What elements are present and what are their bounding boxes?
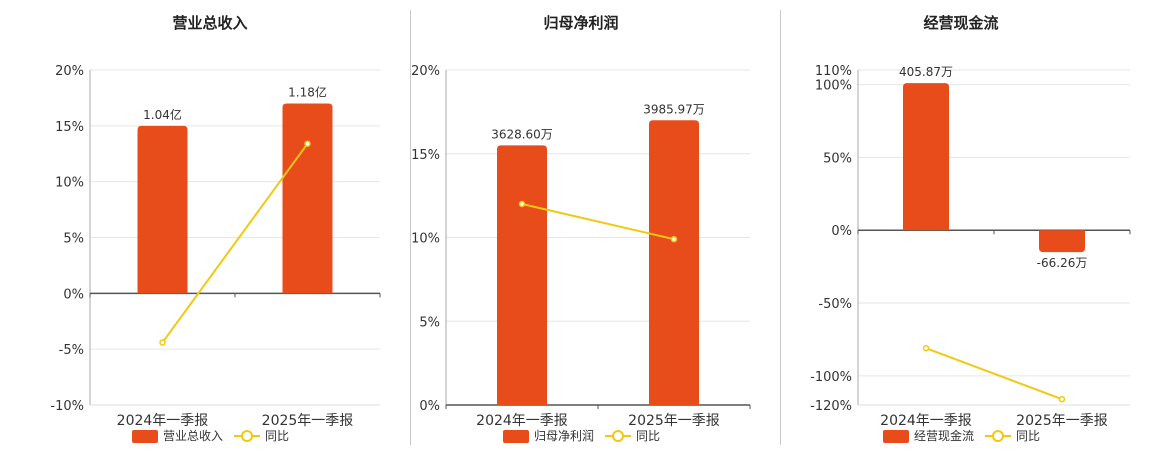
y-tick-label: 20% <box>55 64 84 79</box>
bar <box>137 125 188 294</box>
bar <box>1039 230 1085 253</box>
y-tick-label: 5% <box>63 232 84 247</box>
legend-line-label: 同比 <box>265 429 289 443</box>
chart-svg-revenue: 营业总收入 -10% -5% 0% 5% 10% 15% 20% 2024年一季报 2025年一季… <box>50 14 381 443</box>
legend-line-marker <box>992 430 1004 442</box>
panel-divider-2 <box>780 10 781 445</box>
chart-panel-net-profit: 归母净利润 0% 5% 10% 15% 20% 2024年一季报 2025年一季报 3628.6… <box>411 0 780 450</box>
y-tick-label: 0% <box>419 399 440 414</box>
y-tick-label: 15% <box>411 148 440 163</box>
x-tick-label: 2024年一季报 <box>117 413 209 429</box>
yoy-line <box>925 347 1063 401</box>
y-tick-label: 10% <box>411 232 440 247</box>
chart-svg-cash-flow: 经营现金流 -120% -100% -50% 0% 50% 100%110% 2024年一季报… <box>810 14 1131 443</box>
chart-panel-cash-flow: 经营现金流 -120% -100% -50% 0% 50% 100% 110% 2024年一季报… <box>781 0 1160 450</box>
chart-svg-net-profit: 归母净利润 0% 5% 10% 15% 20% 2024年一季报 2025年一季报 3628.6… <box>411 14 751 443</box>
panel-divider-1 <box>410 10 411 445</box>
y-tick-label: 10% <box>55 176 84 191</box>
bar-data-label: 405.87万 <box>899 65 953 79</box>
chart-panel-revenue: 营业总收入 -10% -5% 0% 5% 10% 15% 20% 2024年一季报 2025年一季… <box>0 0 410 450</box>
y-tick-label: 0% <box>831 224 852 239</box>
legend-line-label: 同比 <box>1016 429 1040 443</box>
yoy-point <box>159 339 166 346</box>
legend-line-marker <box>241 430 253 442</box>
bar <box>903 83 949 231</box>
yoy-line <box>161 143 309 344</box>
legend-bar-label: 经营现金流 <box>914 428 974 443</box>
chart-title: 营业总收入 <box>172 14 247 32</box>
legend-line-marker <box>612 430 624 442</box>
bar-data-label: 3985.97万 <box>643 102 705 116</box>
yoy-point <box>518 200 526 208</box>
yoy-point <box>1058 395 1066 403</box>
chart-title: 归母净利润 <box>543 14 618 32</box>
y-tick-label: 50% <box>823 151 852 166</box>
y-tick-label: 15% <box>55 120 84 135</box>
legend-bar-label: 营业总收入 <box>163 429 223 443</box>
y-tick-label: -5% <box>59 343 84 358</box>
bar <box>282 103 333 294</box>
yoy-line <box>521 203 675 241</box>
yoy-point <box>670 235 678 243</box>
x-tick-label: 2025年一季报 <box>1016 413 1108 429</box>
x-tick-label: 2024年一季报 <box>880 413 972 429</box>
y-tick-label: 100% <box>815 79 852 94</box>
bar-data-label: -66.26万 <box>1037 256 1088 270</box>
bar-data-label: 1.18亿 <box>288 85 327 100</box>
y-tick-label: -50% <box>818 297 852 312</box>
bar-data-label: 1.04亿 <box>143 107 182 122</box>
yoy-point <box>922 344 930 352</box>
x-tick-label: 2025年一季报 <box>262 413 354 429</box>
legend-bar-swatch <box>132 430 158 443</box>
legend-line-label: 同比 <box>636 429 660 443</box>
y-tick-label: -120% <box>810 399 852 414</box>
chart-title: 经营现金流 <box>923 14 998 32</box>
y-tick-label: 110% <box>815 64 852 79</box>
x-tick-label: 2025年一季报 <box>628 413 720 429</box>
yoy-point <box>304 140 311 147</box>
y-tick-label: -10% <box>50 399 84 414</box>
bar-data-label: 3628.60万 <box>491 127 553 141</box>
legend-bar-swatch <box>883 430 909 443</box>
x-tick-label: 2024年一季报 <box>476 413 568 429</box>
y-tick-label: -100% <box>810 370 852 385</box>
y-tick-label: 5% <box>419 315 440 330</box>
bar <box>649 120 699 405</box>
y-tick-label: 0% <box>63 287 84 302</box>
legend-bar-label: 归母净利润 <box>534 429 594 443</box>
y-tick-label: 20% <box>411 64 440 79</box>
legend-bar-swatch <box>503 430 529 443</box>
bar <box>497 145 547 405</box>
